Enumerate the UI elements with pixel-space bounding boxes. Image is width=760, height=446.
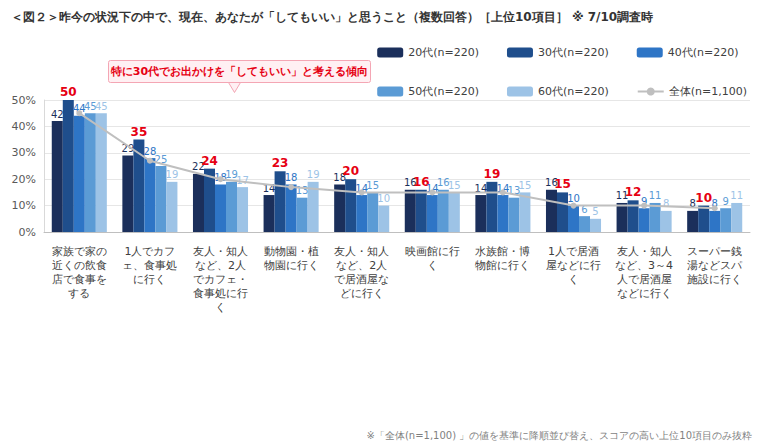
svg-text:特に30代でお出かけを「してもいい」と考える傾向: 特に30代でお出かけを「してもいい」と考える傾向 — [110, 65, 368, 78]
svg-text:で居酒屋な: で居酒屋な — [334, 273, 389, 286]
svg-text:22: 22 — [192, 161, 205, 173]
svg-text:50%: 50% — [12, 94, 36, 107]
svg-text:20: 20 — [342, 164, 359, 178]
svg-text:店で食事を: 店で食事を — [52, 273, 107, 286]
svg-text:8: 8 — [711, 198, 718, 210]
svg-text:ェ、食事処: ェ、食事処 — [122, 259, 177, 272]
svg-text:＜図２＞昨今の状況下の中で、現在、あなたが「してもいい」と思: ＜図２＞昨今の状況下の中で、現在、あなたが「してもいい」と思うこと（複数回答）［… — [11, 10, 653, 24]
svg-text:11: 11 — [730, 190, 743, 201]
svg-text:14: 14 — [474, 182, 488, 194]
svg-text:50代(n=220): 50代(n=220) — [408, 85, 479, 98]
svg-text:19: 19 — [166, 169, 179, 180]
svg-text:10: 10 — [695, 191, 712, 205]
svg-text:35: 35 — [131, 125, 148, 139]
svg-text:14: 14 — [262, 182, 276, 194]
svg-text:人で居酒屋: 人で居酒屋 — [617, 273, 672, 286]
svg-text:10: 10 — [567, 193, 580, 204]
svg-text:家族で家の: 家族で家の — [52, 245, 107, 258]
svg-text:1人でカフ: 1人でカフ — [124, 245, 175, 258]
svg-text:60代(n=220): 60代(n=220) — [538, 85, 609, 98]
svg-text:物園に行く: 物園に行く — [264, 259, 319, 272]
svg-text:く: く — [568, 273, 579, 286]
svg-text:食事処に行: 食事処に行 — [193, 287, 248, 300]
svg-text:15: 15 — [519, 180, 532, 191]
svg-text:屋などに行: 屋などに行 — [546, 259, 601, 272]
svg-text:19: 19 — [307, 169, 320, 180]
svg-text:などに行く: などに行く — [617, 287, 672, 300]
svg-text:0%: 0% — [19, 226, 36, 239]
svg-text:など、2人: など、2人 — [336, 259, 387, 272]
svg-text:16: 16 — [436, 177, 450, 189]
svg-text:9: 9 — [640, 195, 648, 207]
svg-text:40代(n=220): 40代(n=220) — [668, 46, 739, 59]
svg-text:44: 44 — [72, 103, 86, 115]
svg-text:16: 16 — [545, 177, 558, 189]
svg-text:など、3～4: など、3～4 — [615, 259, 673, 272]
svg-text:友人・知人: 友人・知人 — [193, 245, 248, 258]
svg-text:でカフェ・: でカフェ・ — [193, 273, 248, 286]
svg-text:映画館に行: 映画館に行 — [405, 245, 460, 258]
svg-text:13: 13 — [295, 185, 309, 197]
svg-text:1人で居酒: 1人で居酒 — [548, 245, 599, 258]
svg-text:18: 18 — [333, 172, 346, 183]
svg-text:18: 18 — [285, 172, 298, 183]
svg-text:9: 9 — [723, 196, 729, 207]
svg-text:29: 29 — [121, 142, 135, 154]
svg-text:施設に行く: 施設に行く — [687, 273, 742, 286]
svg-text:5: 5 — [592, 206, 598, 217]
svg-text:19: 19 — [484, 167, 501, 181]
svg-text:24: 24 — [201, 154, 218, 168]
svg-text:友人・知人: 友人・知人 — [334, 245, 389, 258]
svg-text:50: 50 — [60, 85, 77, 99]
svg-text:45: 45 — [95, 101, 108, 112]
svg-text:く: く — [215, 301, 226, 314]
svg-text:物館に行く: 物館に行く — [475, 259, 530, 272]
svg-text:12: 12 — [625, 185, 642, 199]
svg-text:に行く: に行く — [133, 273, 166, 286]
svg-text:水族館・博: 水族館・博 — [475, 245, 530, 258]
svg-text:など、2人: など、2人 — [195, 259, 246, 272]
svg-text:20%: 20% — [12, 173, 36, 186]
svg-text:30%: 30% — [12, 146, 36, 159]
svg-text:10%: 10% — [12, 199, 36, 212]
svg-text:25: 25 — [154, 153, 168, 165]
svg-text:45: 45 — [83, 100, 97, 112]
svg-text:28: 28 — [143, 145, 157, 157]
svg-text:17: 17 — [236, 175, 249, 186]
svg-text:10: 10 — [377, 193, 390, 204]
svg-text:15: 15 — [554, 177, 571, 191]
svg-text:どに行く: どに行く — [340, 287, 384, 300]
svg-text:40%: 40% — [12, 120, 36, 133]
svg-text:23: 23 — [272, 156, 289, 170]
svg-text:スーパー銭: スーパー銭 — [687, 245, 742, 258]
svg-text:16: 16 — [403, 177, 417, 189]
svg-text:する: する — [68, 287, 90, 300]
svg-text:11: 11 — [649, 190, 662, 201]
svg-text:8: 8 — [663, 198, 669, 209]
svg-text:近くの飲食: 近くの飲食 — [52, 259, 107, 272]
svg-text:動物園・植: 動物園・植 — [264, 245, 319, 258]
svg-text:く: く — [427, 259, 438, 272]
svg-text:友人・知人: 友人・知人 — [617, 245, 672, 258]
svg-text:15: 15 — [448, 180, 461, 191]
svg-text:湯などスパ: 湯などスパ — [687, 259, 743, 272]
svg-text:18: 18 — [214, 172, 227, 183]
svg-text:6: 6 — [581, 203, 588, 215]
svg-text:30代(n=220): 30代(n=220) — [538, 46, 609, 59]
svg-text:※「全体(n=1,100) 」の値を基準に降順並び替え、スコ: ※「全体(n=1,100) 」の値を基準に降順並び替え、スコアの高い上位10項目… — [367, 430, 752, 441]
svg-text:19: 19 — [225, 169, 238, 181]
svg-text:20代(n=220): 20代(n=220) — [408, 46, 479, 59]
svg-text:全体(n=1,100): 全体(n=1,100) — [669, 85, 747, 98]
svg-text:15: 15 — [366, 180, 379, 191]
svg-text:42: 42 — [51, 109, 64, 120]
svg-text:11: 11 — [615, 190, 629, 202]
svg-text:16: 16 — [412, 174, 430, 189]
